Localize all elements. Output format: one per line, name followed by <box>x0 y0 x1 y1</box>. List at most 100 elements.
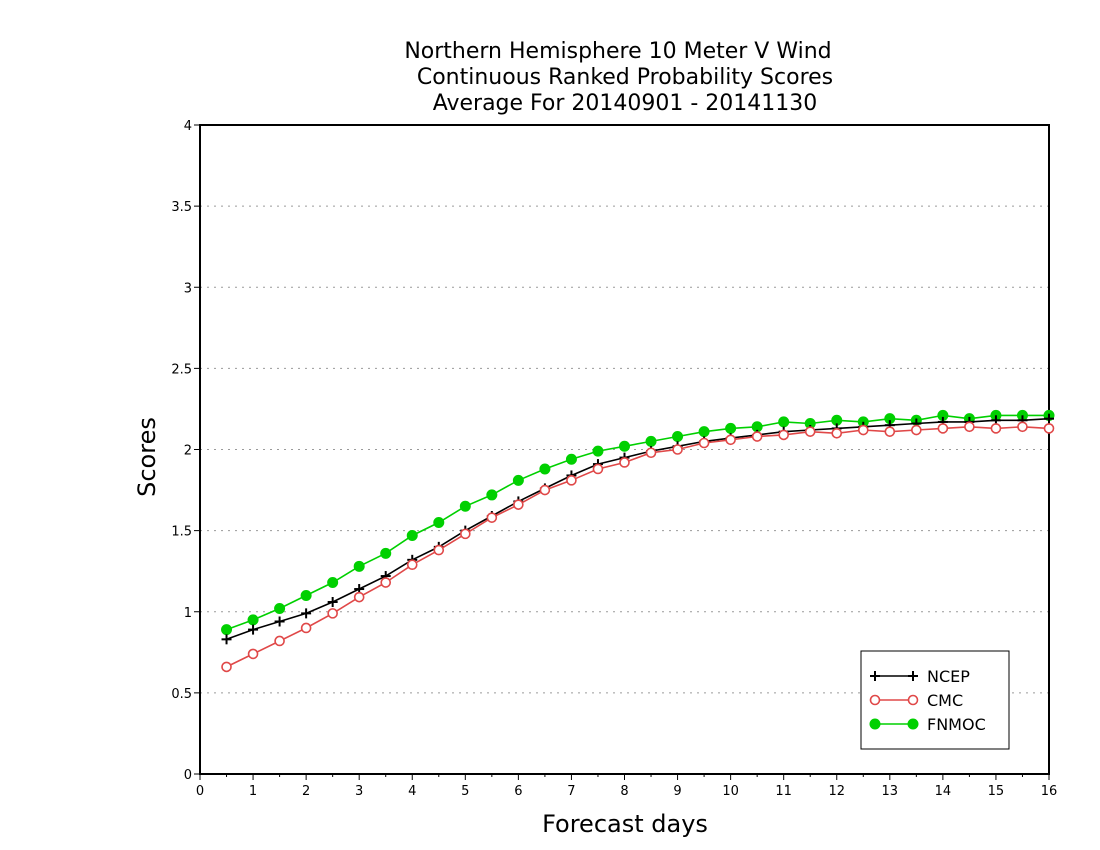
marker-circle <box>353 591 365 603</box>
marker-circle <box>672 444 683 455</box>
marker-circle <box>566 475 577 486</box>
data-point-cmc <box>964 421 975 433</box>
x-tick-label: 9 <box>673 784 681 799</box>
x-tick-label: 0 <box>196 784 204 799</box>
marker-circle <box>406 559 418 570</box>
x-tick-label: 12 <box>828 784 845 799</box>
legend-marker-cmc <box>869 694 881 706</box>
x-tick-label: 6 <box>514 784 522 799</box>
marker-dot <box>539 463 551 475</box>
x-tick-label: 2 <box>302 784 310 799</box>
data-point-cmc <box>513 499 524 510</box>
legend-marker-fnmoc <box>907 718 919 730</box>
data-point-cmc <box>221 661 232 673</box>
data-point-fnmoc <box>539 463 551 475</box>
marker-circle <box>1017 421 1028 433</box>
data-point-cmc <box>592 463 604 475</box>
data-point-cmc <box>460 528 471 540</box>
marker-dot <box>247 614 259 626</box>
marker-circle <box>698 437 710 449</box>
marker-dot <box>698 426 710 438</box>
data-point-ncep <box>274 616 285 627</box>
data-point-cmc <box>619 457 630 468</box>
data-point-fnmoc <box>725 422 737 434</box>
data-point-ncep <box>1044 413 1054 424</box>
marker-circle <box>725 434 736 446</box>
legend: NCEP CMC FNMOC <box>860 650 1010 750</box>
data-point-cmc <box>725 434 736 446</box>
data-point-cmc <box>247 648 259 660</box>
data-point-cmc <box>778 429 789 441</box>
plot-frame <box>199 124 1050 775</box>
legend-item-cmc: CMC <box>869 691 963 710</box>
marker-dot <box>221 624 233 636</box>
data-point-fnmoc <box>327 577 339 589</box>
data-point-fnmoc <box>459 500 471 512</box>
marker-dot <box>869 718 881 730</box>
data-point-fnmoc <box>433 517 445 529</box>
marker-dot <box>327 577 339 589</box>
data-point-cmc <box>380 577 392 588</box>
series-line-cmc <box>226 425 1050 668</box>
marker-circle <box>539 484 551 496</box>
data-point-cmc <box>1043 423 1055 434</box>
data-point-cmc <box>406 559 418 570</box>
y-tick-label: 0 <box>184 768 192 783</box>
series-cmc <box>221 421 1055 673</box>
data-point-fnmoc <box>353 560 365 572</box>
data-point-cmc <box>857 424 869 436</box>
marker-dot <box>459 500 471 512</box>
y-tick-label: 2.5 <box>171 362 192 377</box>
data-point-cmc <box>698 437 710 449</box>
marker-dot <box>778 416 790 428</box>
data-point-fnmoc <box>274 603 286 615</box>
marker-circle <box>990 423 1002 434</box>
series-line-ncep <box>226 417 1050 641</box>
data-point-fnmoc <box>565 453 577 465</box>
data-point-cmc <box>884 426 896 437</box>
data-point-fnmoc <box>619 440 630 452</box>
x-tick-label: 1 <box>249 784 257 799</box>
x-tick-label: 8 <box>620 784 628 799</box>
marker-dot <box>619 440 630 452</box>
series-line-fnmoc <box>226 414 1049 631</box>
x-tick-label: 11 <box>775 784 792 799</box>
marker-circle <box>327 608 338 619</box>
data-point-cmc <box>433 544 445 556</box>
marker-circle <box>869 694 881 706</box>
data-point-cmc <box>751 431 763 442</box>
marker-dot <box>274 603 286 615</box>
marker-dot <box>380 547 392 559</box>
marker-circle <box>911 424 922 436</box>
marker-circle <box>1043 423 1055 434</box>
data-point-cmc <box>831 427 843 439</box>
marker-circle <box>907 694 919 706</box>
data-point-cmc <box>1017 421 1028 433</box>
y-tick-label: 0.5 <box>171 687 192 702</box>
data-point-cmc <box>486 512 498 523</box>
marker-circle <box>380 577 392 588</box>
legend-marker-cmc <box>907 694 919 706</box>
y-tick-label: 3.5 <box>171 200 192 215</box>
marker-dot <box>592 445 604 457</box>
title-line-1: Northern Hemisphere 10 Meter V Wind <box>404 39 831 64</box>
marker-circle <box>221 661 232 673</box>
marker-dot <box>725 422 737 434</box>
marker-circle <box>274 635 285 647</box>
marker-circle <box>247 648 259 660</box>
x-tick-label: 4 <box>408 784 416 799</box>
y-tick-label: 4 <box>184 119 192 134</box>
marker-circle <box>751 431 763 442</box>
series-ncep <box>221 413 1054 645</box>
marker-circle <box>592 463 604 475</box>
marker-dot <box>300 590 312 602</box>
x-axis-label: Forecast days <box>542 810 708 838</box>
data-point-cmc <box>937 423 949 434</box>
x-tick-label: 14 <box>935 784 952 799</box>
marker-dot <box>486 489 498 501</box>
marker-circle <box>486 512 498 523</box>
y-tick-label: 2 <box>184 444 192 459</box>
x-tick-label: 16 <box>1041 784 1058 799</box>
data-point-fnmoc <box>512 474 524 486</box>
series-fnmoc <box>221 409 1055 636</box>
